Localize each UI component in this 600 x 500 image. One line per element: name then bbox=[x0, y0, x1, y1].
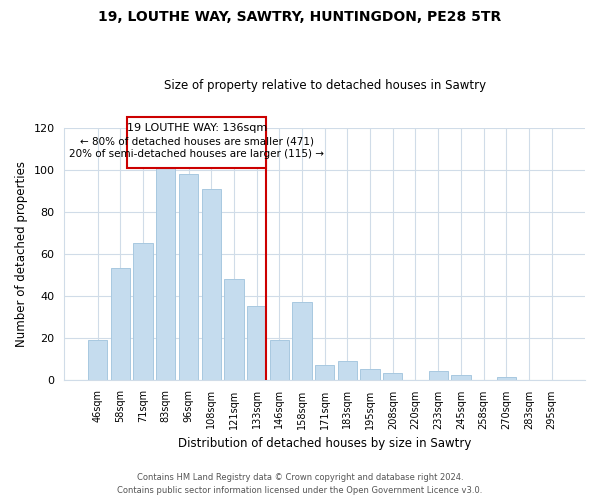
Bar bbox=[202, 188, 221, 380]
Text: 19, LOUTHE WAY, SAWTRY, HUNTINGDON, PE28 5TR: 19, LOUTHE WAY, SAWTRY, HUNTINGDON, PE28… bbox=[98, 10, 502, 24]
Bar bbox=[88, 340, 107, 380]
Bar bbox=[338, 360, 357, 380]
Y-axis label: Number of detached properties: Number of detached properties bbox=[15, 160, 28, 346]
X-axis label: Distribution of detached houses by size in Sawtry: Distribution of detached houses by size … bbox=[178, 437, 472, 450]
Bar bbox=[269, 340, 289, 380]
Text: 19 LOUTHE WAY: 136sqm: 19 LOUTHE WAY: 136sqm bbox=[127, 122, 267, 132]
Bar bbox=[428, 371, 448, 380]
FancyBboxPatch shape bbox=[127, 118, 266, 168]
Text: ← 80% of detached houses are smaller (471): ← 80% of detached houses are smaller (47… bbox=[80, 136, 314, 146]
Bar bbox=[451, 376, 470, 380]
Title: Size of property relative to detached houses in Sawtry: Size of property relative to detached ho… bbox=[164, 79, 486, 92]
Bar bbox=[247, 306, 266, 380]
Bar bbox=[361, 369, 380, 380]
Bar bbox=[383, 374, 403, 380]
Bar bbox=[497, 378, 516, 380]
Bar bbox=[156, 168, 175, 380]
Bar bbox=[224, 279, 244, 380]
Bar bbox=[292, 302, 311, 380]
Bar bbox=[315, 365, 334, 380]
Text: Contains HM Land Registry data © Crown copyright and database right 2024.
Contai: Contains HM Land Registry data © Crown c… bbox=[118, 473, 482, 495]
Bar bbox=[179, 174, 198, 380]
Bar bbox=[111, 268, 130, 380]
Text: 20% of semi-detached houses are larger (115) →: 20% of semi-detached houses are larger (… bbox=[69, 149, 324, 159]
Bar bbox=[133, 243, 153, 380]
